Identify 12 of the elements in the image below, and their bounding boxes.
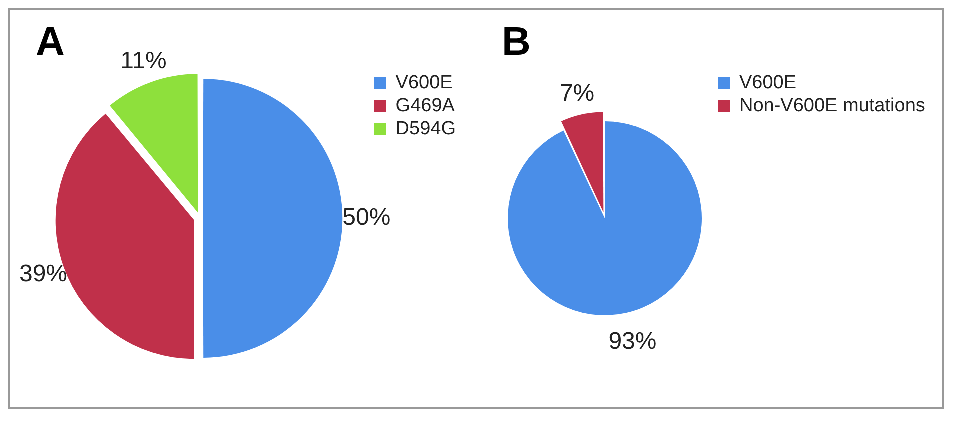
- data-label: 7%: [560, 80, 595, 108]
- chart-title: B: [502, 20, 531, 65]
- legend-label: G469A: [396, 96, 456, 117]
- data-label: 11%: [120, 47, 167, 74]
- data-label: 39%: [19, 260, 68, 288]
- legend-label: D594G: [396, 118, 456, 140]
- chart-title: A: [36, 20, 65, 65]
- legend-label: V600E: [740, 72, 797, 94]
- data-label: 93%: [608, 328, 657, 356]
- data-label: 50%: [342, 204, 391, 232]
- legend-label: Non-V600E mutations: [740, 96, 926, 117]
- legend-label: V600E: [396, 72, 453, 94]
